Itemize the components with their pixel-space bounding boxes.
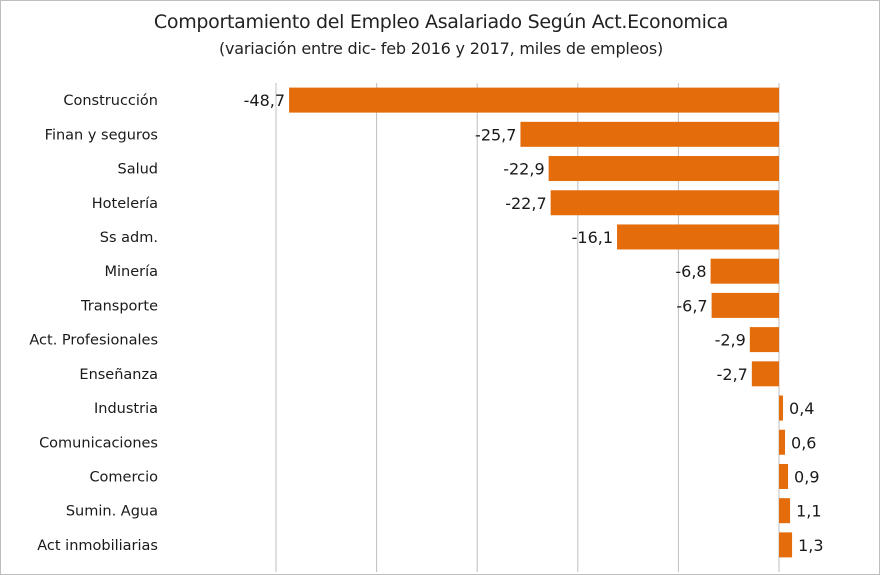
bar: [779, 532, 793, 558]
data-label: -6,7: [676, 296, 707, 315]
bar: [779, 463, 789, 489]
data-label: -22,9: [503, 160, 544, 179]
bar: [751, 361, 779, 387]
data-label: 0,9: [794, 467, 819, 486]
data-label: -48,7: [244, 91, 285, 110]
data-label: -6,8: [675, 262, 706, 281]
data-label: -22,7: [505, 194, 546, 213]
bar: [548, 156, 779, 182]
data-label: -2,9: [715, 331, 746, 350]
category-label: Act inmobiliarias: [37, 538, 158, 554]
category-label: Comercio: [89, 469, 158, 485]
category-label: Hotelería: [92, 196, 158, 212]
category-label: Ss adm.: [100, 230, 158, 246]
chart-subtitle: (variación entre dic- feb 2016 y 2017, m…: [218, 39, 664, 58]
category-label: Transporte: [80, 298, 158, 314]
bar: [779, 498, 791, 524]
category-label: Minería: [104, 264, 158, 280]
bar: [779, 429, 786, 455]
bar: [711, 292, 779, 318]
bar: [617, 224, 779, 250]
bar: [520, 121, 779, 147]
data-label: -16,1: [572, 228, 613, 247]
category-label: Sumin. Agua: [66, 504, 158, 520]
category-label: Act. Profesionales: [29, 333, 158, 349]
category-label: Enseñanza: [79, 367, 158, 383]
category-label: Salud: [117, 162, 158, 178]
bar: [710, 258, 779, 284]
data-label: 1,3: [798, 536, 823, 555]
data-label: 1,1: [796, 502, 821, 521]
data-label: -2,7: [717, 365, 748, 384]
bar: [749, 327, 779, 353]
bar: [550, 190, 779, 216]
data-label: 0,4: [789, 399, 814, 418]
data-label: -25,7: [475, 125, 516, 144]
category-label: Finan y seguros: [45, 127, 158, 143]
chart-title: Comportamiento del Empleo Asalariado Seg…: [153, 11, 729, 33]
data-label: 0,6: [791, 433, 816, 452]
category-label: Construcción: [63, 93, 158, 109]
bar: [779, 395, 784, 421]
bar: [289, 87, 779, 113]
category-label: Comunicaciones: [39, 435, 158, 451]
category-label: Industria: [94, 401, 158, 417]
